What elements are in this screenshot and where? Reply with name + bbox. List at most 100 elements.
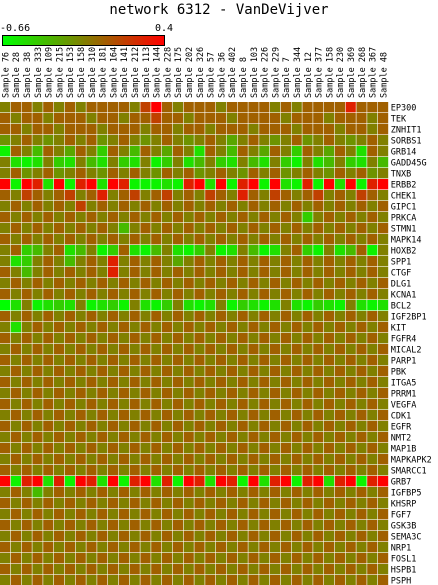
heatmap-cell <box>0 487 11 498</box>
heatmap-cell <box>108 498 119 509</box>
heatmap-cell <box>378 245 389 256</box>
heatmap-cell <box>183 135 194 146</box>
heatmap-cell <box>205 443 216 454</box>
heatmap-cell <box>32 498 43 509</box>
heatmap-cell <box>140 498 151 509</box>
heatmap-cell <box>280 366 291 377</box>
heatmap-cell <box>345 113 356 124</box>
heatmap-cell <box>194 366 205 377</box>
heatmap-cell <box>183 124 194 135</box>
heatmap-cell <box>64 509 75 520</box>
heatmap-cell <box>108 179 119 190</box>
heatmap-cell <box>97 333 108 344</box>
heatmap-cell <box>216 476 227 487</box>
heatmap-cell <box>367 300 378 311</box>
heatmap-cell <box>64 124 75 135</box>
heatmap-cell <box>10 113 21 124</box>
heatmap-cell <box>280 344 291 355</box>
heatmap-cell <box>151 212 162 223</box>
heatmap-cell <box>313 190 324 201</box>
heatmap-cell <box>270 388 281 399</box>
heatmap-cell <box>0 476 11 487</box>
sample-label: Sample 268 <box>358 47 368 98</box>
heatmap-cell <box>108 267 119 278</box>
heatmap-cell <box>378 487 389 498</box>
heatmap-cell <box>334 553 345 564</box>
gene-label: CDK1 <box>391 412 411 422</box>
gene-label: MAP1B <box>391 445 417 455</box>
gene-label: SEMA3C <box>391 533 422 543</box>
heatmap-cell <box>162 366 173 377</box>
heatmap-cell <box>367 575 378 585</box>
heatmap-cell <box>10 212 21 223</box>
heatmap-cell <box>216 399 227 410</box>
heatmap-cell <box>162 388 173 399</box>
heatmap-cell <box>216 333 227 344</box>
heatmap-cell <box>237 146 248 157</box>
heatmap-cell <box>162 201 173 212</box>
heatmap-cell <box>0 201 11 212</box>
heatmap-cell <box>162 509 173 520</box>
heatmap-cell <box>205 366 216 377</box>
heatmap-cell <box>334 344 345 355</box>
heatmap-cell <box>21 190 32 201</box>
heatmap-cell <box>291 157 302 168</box>
heatmap-cell <box>237 256 248 267</box>
heatmap-cell <box>356 410 367 421</box>
heatmap-cell <box>205 113 216 124</box>
heatmap-cell <box>75 355 86 366</box>
heatmap-cell <box>162 267 173 278</box>
heatmap-cell <box>162 124 173 135</box>
heatmap-cell <box>118 355 129 366</box>
heatmap-cell <box>75 168 86 179</box>
heatmap-cell <box>259 553 270 564</box>
heatmap-cell <box>259 531 270 542</box>
heatmap-cell <box>75 124 86 135</box>
heatmap-cell <box>302 113 313 124</box>
heatmap-cell <box>140 509 151 520</box>
heatmap-cell <box>345 421 356 432</box>
heatmap-cell <box>97 113 108 124</box>
heatmap-cell <box>226 476 237 487</box>
heatmap-cell <box>172 289 183 300</box>
heatmap-cell <box>118 366 129 377</box>
heatmap-cell <box>140 256 151 267</box>
heatmap-cell <box>108 399 119 410</box>
heatmap-cell <box>378 212 389 223</box>
heatmap-cell <box>216 135 227 146</box>
heatmap-cell <box>237 322 248 333</box>
gene-label: EGFR <box>391 423 412 433</box>
heatmap-cell <box>345 410 356 421</box>
heatmap-cell <box>270 454 281 465</box>
heatmap-cell <box>378 575 389 585</box>
gene-label: GRB7 <box>391 478 411 488</box>
heatmap-cell <box>64 168 75 179</box>
heatmap-cell <box>237 509 248 520</box>
heatmap-cell <box>97 157 108 168</box>
heatmap-cell <box>162 234 173 245</box>
heatmap-cell <box>162 377 173 388</box>
heatmap-cell <box>313 531 324 542</box>
heatmap-cell <box>97 388 108 399</box>
heatmap-cell <box>334 278 345 289</box>
heatmap-cell <box>367 564 378 575</box>
heatmap-cell <box>259 311 270 322</box>
heatmap-cell <box>75 575 86 585</box>
heatmap-cell <box>194 498 205 509</box>
heatmap-cell <box>75 432 86 443</box>
heatmap-cell <box>216 509 227 520</box>
heatmap-cell <box>118 146 129 157</box>
heatmap-cell <box>270 509 281 520</box>
heatmap-cell <box>334 256 345 267</box>
heatmap-cell <box>129 179 140 190</box>
heatmap-cell <box>205 135 216 146</box>
heatmap-cell <box>75 113 86 124</box>
heatmap-cell <box>172 564 183 575</box>
heatmap-cell <box>237 454 248 465</box>
heatmap-cell <box>270 465 281 476</box>
heatmap-cell <box>162 564 173 575</box>
heatmap-cell <box>183 289 194 300</box>
heatmap-cell <box>259 564 270 575</box>
heatmap-cell <box>270 289 281 300</box>
heatmap-cell <box>129 487 140 498</box>
